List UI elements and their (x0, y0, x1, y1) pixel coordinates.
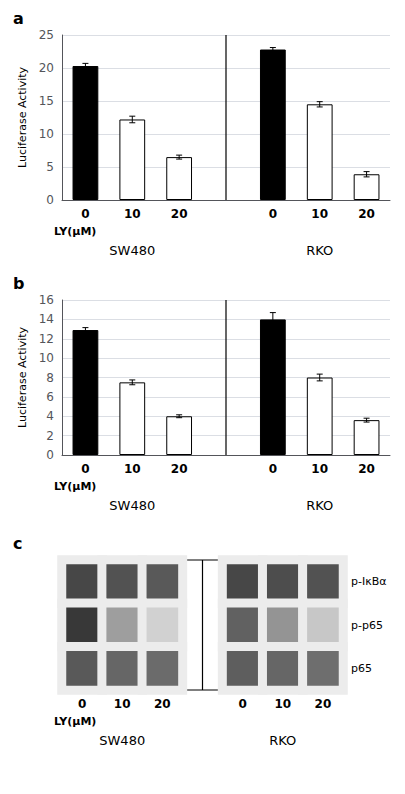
svg-text:8: 8 (46, 371, 54, 385)
svg-text:6: 6 (46, 390, 54, 404)
svg-text:10: 10 (39, 127, 54, 141)
svg-text:12: 12 (39, 332, 54, 346)
svg-text:LY(μM): LY(μM) (54, 225, 96, 238)
svg-text:16: 16 (39, 293, 54, 307)
svg-text:14: 14 (39, 312, 54, 326)
svg-text:0: 0 (81, 207, 89, 221)
svg-text:0: 0 (46, 193, 54, 207)
svg-text:SW480: SW480 (99, 733, 145, 748)
svg-text:0: 0 (78, 697, 86, 711)
svg-text:LY(μM): LY(μM) (54, 480, 96, 493)
svg-text:20: 20 (358, 462, 375, 476)
svg-text:20: 20 (171, 207, 188, 221)
svg-text:20: 20 (154, 697, 171, 711)
svg-text:10: 10 (311, 207, 328, 221)
svg-text:a: a (13, 9, 24, 28)
svg-text:4: 4 (46, 409, 54, 423)
svg-text:10: 10 (274, 697, 291, 711)
svg-text:LY(μM): LY(μM) (54, 715, 96, 728)
svg-text:10: 10 (114, 697, 131, 711)
svg-text:RKO: RKO (306, 498, 333, 513)
svg-text:0: 0 (81, 462, 89, 476)
svg-text:2: 2 (46, 429, 54, 443)
svg-text:10: 10 (124, 207, 141, 221)
svg-text:10: 10 (39, 351, 54, 365)
svg-text:p-p65: p-p65 (351, 619, 383, 632)
svg-text:0: 0 (46, 448, 54, 462)
svg-text:0: 0 (238, 697, 246, 711)
svg-text:10: 10 (311, 462, 328, 476)
svg-text:c: c (13, 534, 22, 553)
svg-text:0: 0 (269, 207, 277, 221)
svg-text:p65: p65 (351, 662, 372, 675)
svg-text:20: 20 (171, 462, 188, 476)
svg-text:10: 10 (124, 462, 141, 476)
svg-text:SW480: SW480 (109, 243, 155, 258)
svg-text:0: 0 (269, 462, 277, 476)
svg-text:25: 25 (39, 28, 54, 42)
svg-text:Luciferase Activity: Luciferase Activity (16, 66, 29, 168)
svg-text:RKO: RKO (306, 243, 333, 258)
svg-text:20: 20 (315, 697, 332, 711)
svg-text:20: 20 (39, 61, 54, 75)
svg-text:15: 15 (39, 94, 54, 108)
svg-text:b: b (13, 274, 24, 293)
svg-text:5: 5 (46, 160, 54, 174)
svg-text:SW480: SW480 (109, 498, 155, 513)
svg-text:p-IκBα: p-IκBα (351, 575, 386, 588)
svg-text:RKO: RKO (269, 733, 296, 748)
svg-text:20: 20 (358, 207, 375, 221)
svg-text:Luciferase Activity: Luciferase Activity (16, 326, 29, 428)
